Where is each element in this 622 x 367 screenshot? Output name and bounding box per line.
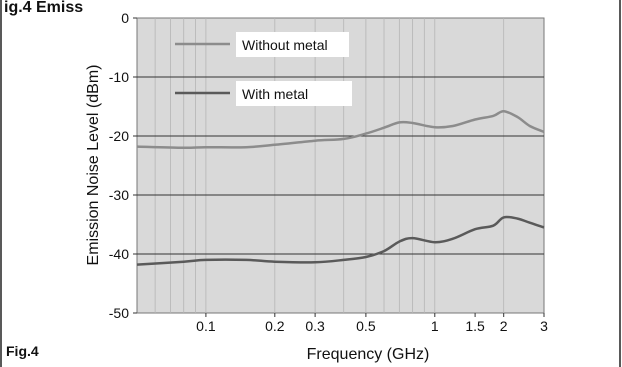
figure-label: Fig.4 [6,343,39,359]
x-axis-title: Frequency (GHz) [307,346,430,363]
y-axis-ticks: 0 -10 -20 -30 -40 -50 [109,10,137,321]
x-tick-label: 3 [540,318,548,334]
legend-label-with-metal: With metal [242,86,308,102]
series-layer [136,109,545,266]
x-tick-label: 1.5 [465,318,485,334]
x-tick-label: 0.1 [196,318,216,334]
y-tick-label: -10 [109,69,129,85]
x-tick-label: 0.5 [356,318,376,334]
y-tick-label: 0 [121,10,129,26]
header-fragment: ig.4 Emiss [4,0,83,16]
plot-area [136,17,545,314]
legend-label-box-without-metal [236,32,349,57]
x-tick-label: 0.2 [265,318,285,334]
y-axis-title: Emission Noise Level (dBm) [85,65,102,266]
x-tick-label: 1 [431,318,439,334]
legend-label-box-with-metal [236,81,352,106]
y-tick-label: -30 [109,187,129,203]
series-line-with-metal [136,215,545,266]
x-tick-label: 2 [500,318,508,334]
legend-label-without-metal: Without metal [242,37,328,53]
y-tick-label: -50 [109,305,129,321]
series-line-without-metal [136,109,545,150]
legend: Without metal With metal [175,32,352,106]
y-tick-label: -40 [109,246,129,262]
x-tick-label: 0.3 [305,318,325,334]
grid [137,18,544,313]
y-tick-label: -20 [109,128,129,144]
x-axis-ticks: 0.1 0.2 0.3 0.5 1 1.5 2 3 [196,313,548,334]
